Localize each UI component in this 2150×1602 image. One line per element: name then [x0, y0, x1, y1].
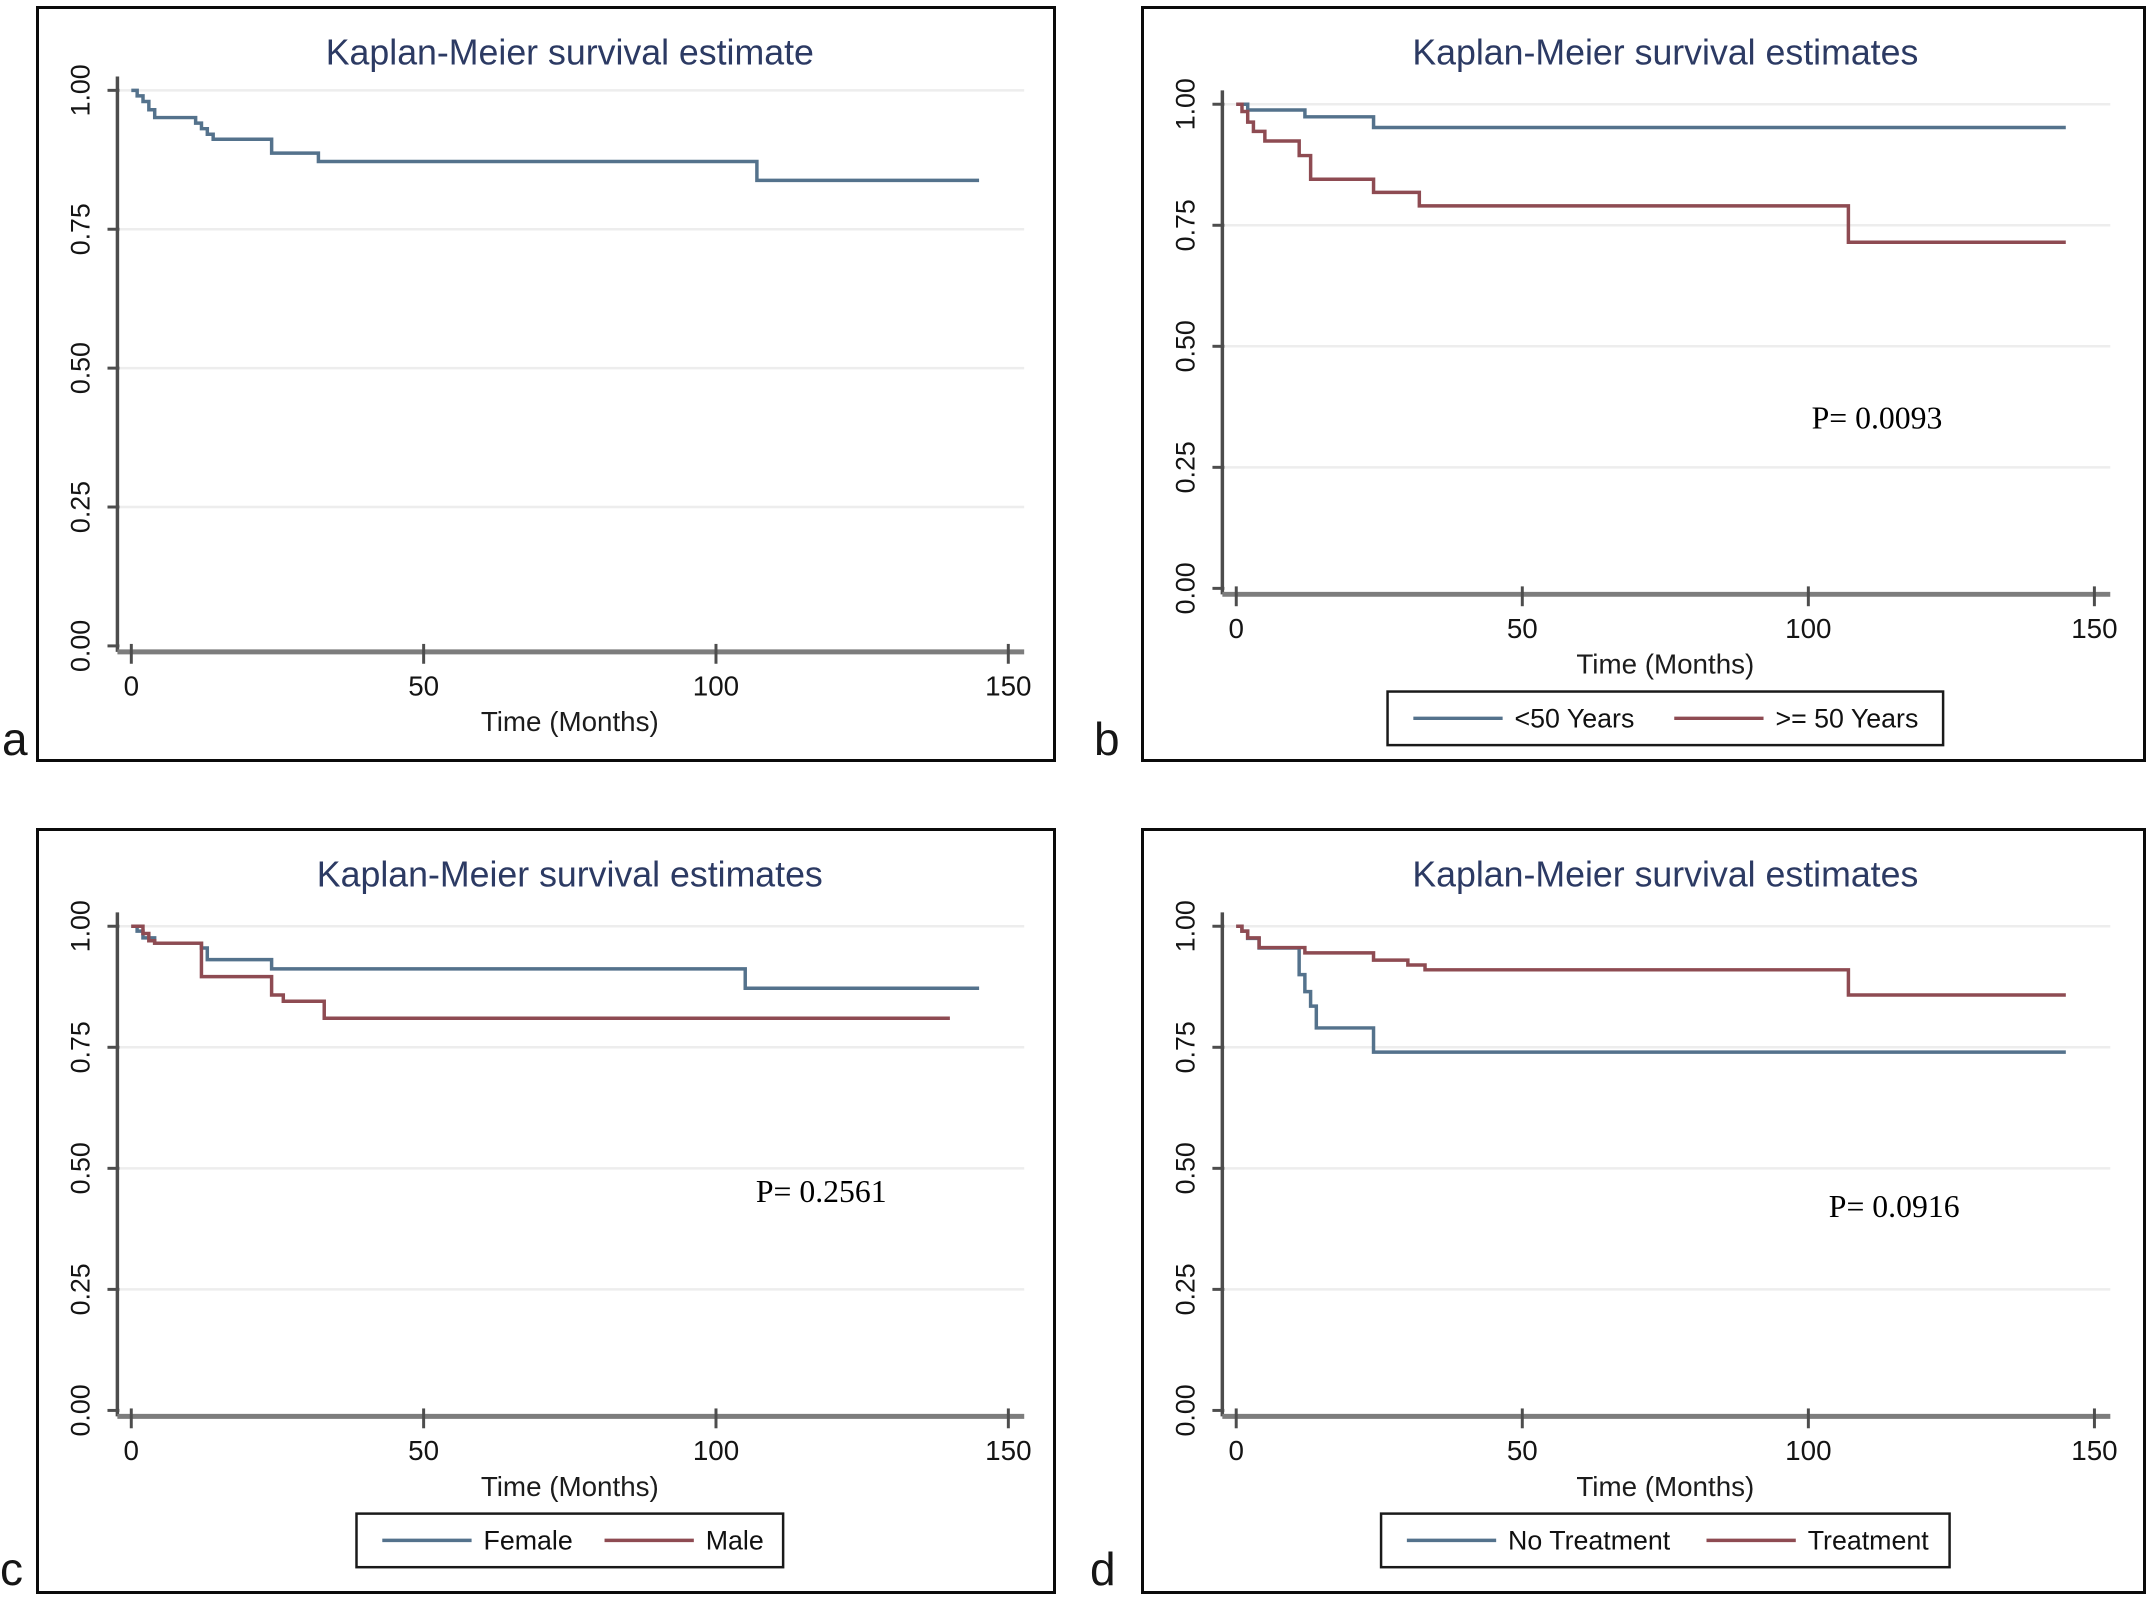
y-tick-label: 0.75	[1171, 199, 1201, 251]
x-tick-label: 100	[1785, 613, 1831, 644]
y-tick-label: 0.50	[1171, 1142, 1201, 1194]
x-axis-title: Time (Months)	[1576, 1471, 1754, 1502]
x-tick-label: 50	[408, 1435, 439, 1466]
panel-letter-d: d	[1090, 1543, 1116, 1595]
survival-curve-female	[131, 924, 980, 990]
panel-d: Kaplan-Meier survival estimates 0.00 0.25 0…	[1141, 828, 2146, 1594]
legend-label: Treatment	[1808, 1525, 1930, 1555]
legend-label: >= 50 Years	[1775, 703, 1918, 733]
y-tick-label: 0.25	[66, 1263, 96, 1315]
legend-label: <50 Years	[1515, 703, 1635, 733]
legend-label: Male	[706, 1525, 764, 1555]
y-tick-label: 1.00	[1171, 900, 1201, 952]
x-tick-label: 0	[1228, 1435, 1243, 1466]
km-chart-d: Kaplan-Meier survival estimates 0.00 0.25 0…	[1171, 855, 2118, 1569]
x-tick-label: 100	[693, 671, 739, 702]
survival-curve-overall-cohort	[131, 88, 980, 183]
x-axis-title: Time (Months)	[1576, 649, 1754, 680]
y-tick-label: 0.75	[66, 203, 96, 255]
survival-curve--50-years	[1236, 102, 2066, 244]
panel-letter-c: c	[0, 1543, 23, 1595]
y-tick-label: 0.25	[1171, 1263, 1201, 1315]
p-value-label: P= 0.0916	[1829, 1189, 1960, 1224]
y-tick-label: 0.75	[1171, 1021, 1201, 1073]
panel-c: Kaplan-Meier survival estimates 0.00 0.25 0…	[36, 828, 1056, 1594]
x-tick-label: 150	[985, 1435, 1031, 1466]
x-tick-label: 150	[985, 671, 1031, 702]
x-tick-label: 50	[1507, 613, 1538, 644]
legend-label: No Treatment	[1508, 1525, 1671, 1555]
survival-curve--50-years	[1236, 102, 2066, 130]
x-tick-label: 0	[1229, 613, 1244, 644]
panel-letter-a: a	[2, 713, 28, 765]
y-tick-label: 0.00	[1171, 562, 1201, 614]
y-tick-label: 0.00	[1171, 1384, 1201, 1436]
km-chart-b: Kaplan-Meier survival estimates 0.00 0.25 0…	[1171, 33, 2118, 747]
y-tick-label: 1.00	[66, 900, 96, 952]
survival-curve-male	[131, 924, 950, 1020]
x-tick-label: 150	[2071, 1435, 2117, 1466]
panel-a: Kaplan-Meier survival estimate 0.00 0.25 0.…	[36, 6, 1056, 762]
x-tick-label: 0	[124, 671, 139, 702]
panel-b: Kaplan-Meier survival estimates 0.00 0.25 0…	[1141, 6, 2146, 762]
y-tick-label: 0.50	[66, 342, 96, 394]
y-tick-label: 1.00	[1171, 78, 1201, 130]
x-axis-title: Time (Months)	[481, 1471, 659, 1502]
x-axis-title: Time (Months)	[481, 706, 659, 737]
y-tick-label: 0.50	[66, 1142, 96, 1194]
x-tick-label: 0	[124, 1435, 139, 1466]
x-tick-label: 100	[1785, 1435, 1831, 1466]
chart-title: Kaplan-Meier survival estimates	[1412, 33, 1918, 73]
survival-curve-treatment	[1236, 924, 2066, 997]
y-tick-label: 1.00	[66, 64, 96, 116]
p-value-label: P= 0.0093	[1812, 401, 1943, 436]
survival-curve-no-treatment	[1236, 924, 2066, 1054]
p-value-label: P= 0.2561	[756, 1174, 887, 1209]
km-chart-a: Kaplan-Meier survival estimate 0.00 0.25 0.…	[66, 33, 1032, 738]
y-tick-label: 0.25	[1171, 441, 1201, 493]
x-tick-label: 50	[408, 671, 439, 702]
y-tick-label: 0.25	[66, 481, 96, 533]
x-tick-label: 50	[1507, 1435, 1538, 1466]
x-tick-label: 100	[693, 1435, 739, 1466]
chart-title: Kaplan-Meier survival estimates	[317, 855, 823, 895]
y-tick-label: 0.50	[1171, 320, 1201, 372]
legend-label: Female	[483, 1525, 572, 1555]
y-tick-label: 0.75	[66, 1021, 96, 1073]
chart-title: Kaplan-Meier survival estimate	[326, 33, 814, 73]
chart-title: Kaplan-Meier survival estimates	[1412, 855, 1918, 895]
y-tick-label: 0.00	[66, 620, 96, 672]
panel-letter-b: b	[1094, 713, 1120, 765]
y-tick-label: 0.00	[66, 1384, 96, 1436]
km-chart-c: Kaplan-Meier survival estimates 0.00 0.25 0…	[66, 855, 1032, 1569]
x-tick-label: 150	[2071, 613, 2117, 644]
